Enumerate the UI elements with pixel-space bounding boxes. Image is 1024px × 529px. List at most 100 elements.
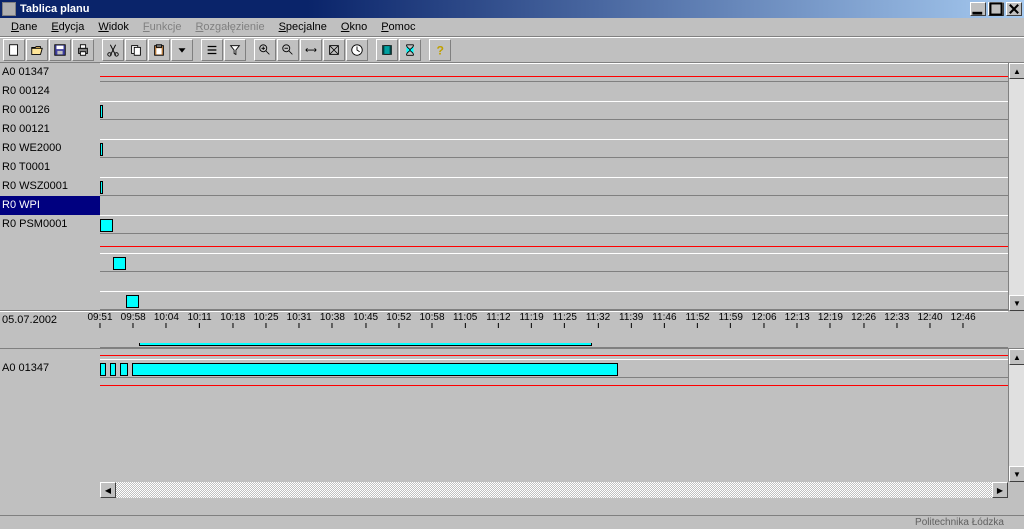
ruler-tick: 11:59 [719,312,743,328]
timeline-ruler: 05.07.2002 09:5109:5810:0410:1110:1810:2… [0,311,1008,343]
gantt-bar[interactable] [110,363,116,376]
menu-edycja[interactable]: Edycja [44,19,91,35]
new-button[interactable] [3,39,25,61]
gantt-bar[interactable] [100,363,106,376]
lower-gantt-panel: A0 01347 ▲ ▼ ◀ ▶ [0,348,1024,498]
ruler-ticks: 09:5109:5810:0410:1110:1810:2510:3110:38… [100,312,1008,343]
window-title: Tablica planu [20,3,970,15]
menu-bar: DaneEdycjaWidokFunkcjeRozgałęzienieSpecj… [0,18,1024,37]
scroll-up-button[interactable]: ▲ [1009,63,1024,79]
menu-rozgałęzienie: Rozgałęzienie [188,19,271,35]
row-label[interactable]: R0 00121 [0,120,100,139]
scroll-track[interactable] [1009,79,1024,295]
scroll-down-button[interactable]: ▼ [1009,295,1024,311]
ruler-tick: 11:19 [519,312,543,328]
gantt-bar[interactable] [126,295,139,308]
zoom-out-icon [281,43,295,57]
gantt-row [100,177,1008,196]
close-button[interactable] [1006,2,1022,16]
list-icon [205,43,219,57]
print-button[interactable] [72,39,94,61]
gantt-bar[interactable] [100,181,103,194]
menu-widok[interactable]: Widok [91,19,136,35]
row-label[interactable]: R0 T0001 [0,158,100,177]
new-icon [7,43,21,57]
status-text: Politechnika Łódzka [915,517,1004,528]
maximize-button[interactable] [988,2,1004,16]
upper-chart-area[interactable] [100,63,1008,253]
gantt-row [100,291,1008,310]
film-button[interactable] [376,39,398,61]
gantt-bar[interactable] [132,363,618,376]
gantt-bar[interactable] [113,257,126,270]
gantt-bar[interactable] [100,219,113,232]
paste-button[interactable] [148,39,170,61]
zoom-in-icon [258,43,272,57]
scroll-track[interactable] [116,482,992,498]
zoom-in-button[interactable] [254,39,276,61]
row-label[interactable]: R0 WE2000 [0,139,100,158]
filter-button[interactable] [224,39,246,61]
ruler-tick: 10:25 [253,312,278,328]
ruler-tick: 09:51 [87,312,112,328]
lower-vertical-scrollbar[interactable]: ▲ ▼ [1008,349,1024,482]
title-bar: Tablica planu [0,0,1024,18]
red-separator-bottom [100,246,1008,247]
list-button[interactable] [201,39,223,61]
row-label[interactable]: R0 WSZ0001 [0,177,100,196]
ruler-tick: 11:25 [553,312,577,328]
lower-red-separator-top [100,355,1008,356]
row-label[interactable]: R0 WPI [0,196,100,215]
ruler-tick: 10:58 [419,312,444,328]
film-icon [380,43,394,57]
fit-page-icon [327,43,341,57]
menu-okno[interactable]: Okno [334,19,374,35]
scroll-down-button[interactable]: ▼ [1009,466,1024,482]
lower-chart-area[interactable] [100,353,1008,473]
row-label[interactable]: R0 PSM0001 [0,215,100,234]
row-label[interactable]: R0 00124 [0,82,100,101]
gantt-row [100,139,1008,158]
fit-page-button[interactable] [323,39,345,61]
fit-h-button[interactable] [300,39,322,61]
scroll-track[interactable] [1009,365,1024,466]
clock-icon [350,43,364,57]
row-label[interactable]: R0 00126 [0,101,100,120]
help-button[interactable]: ? [429,39,451,61]
save-button[interactable] [49,39,71,61]
minimize-button[interactable] [970,2,986,16]
ruler-tick: 12:19 [818,312,843,328]
ruler-tick: 11:32 [586,312,610,328]
menu-pomoc[interactable]: Pomoc [374,19,422,35]
ruler-tick: 11:12 [486,312,510,328]
down-button[interactable] [171,39,193,61]
row-label[interactable]: A0 01347 [0,359,100,378]
scroll-right-button[interactable]: ▶ [992,482,1008,498]
cut-button[interactable] [102,39,124,61]
gantt-bar[interactable] [100,105,103,118]
gantt-row [100,63,1008,82]
gantt-bar[interactable] [120,363,128,376]
down-icon [175,43,189,57]
window-controls [970,2,1022,16]
gantt-bar[interactable] [100,143,103,156]
menu-dane[interactable]: Dane [4,19,44,35]
ruler-tick: 10:11 [187,312,211,328]
open-button[interactable] [26,39,48,61]
lower-red-separator-bottom [100,385,1008,386]
ruler-tick: 12:33 [884,312,909,328]
hourglass-button[interactable] [399,39,421,61]
scroll-left-button[interactable]: ◀ [100,482,116,498]
ruler-tick: 12:06 [751,312,776,328]
status-bar: Politechnika Łódzka [0,515,1024,529]
copy-button[interactable] [125,39,147,61]
row-label[interactable]: A0 01347 [0,63,100,82]
menu-specjalne[interactable]: Specjalne [272,19,334,35]
clock-button[interactable] [346,39,368,61]
zoom-out-button[interactable] [277,39,299,61]
scroll-up-button[interactable]: ▲ [1009,349,1024,365]
upper-vertical-scrollbar[interactable]: ▲ ▼ [1008,63,1024,311]
lower-row-labels: A0 01347 [0,353,100,498]
horizontal-scrollbar[interactable]: ◀ ▶ [100,482,1008,498]
main-area: A0 01347R0 00124R0 00126R0 00121R0 WE200… [0,63,1024,515]
